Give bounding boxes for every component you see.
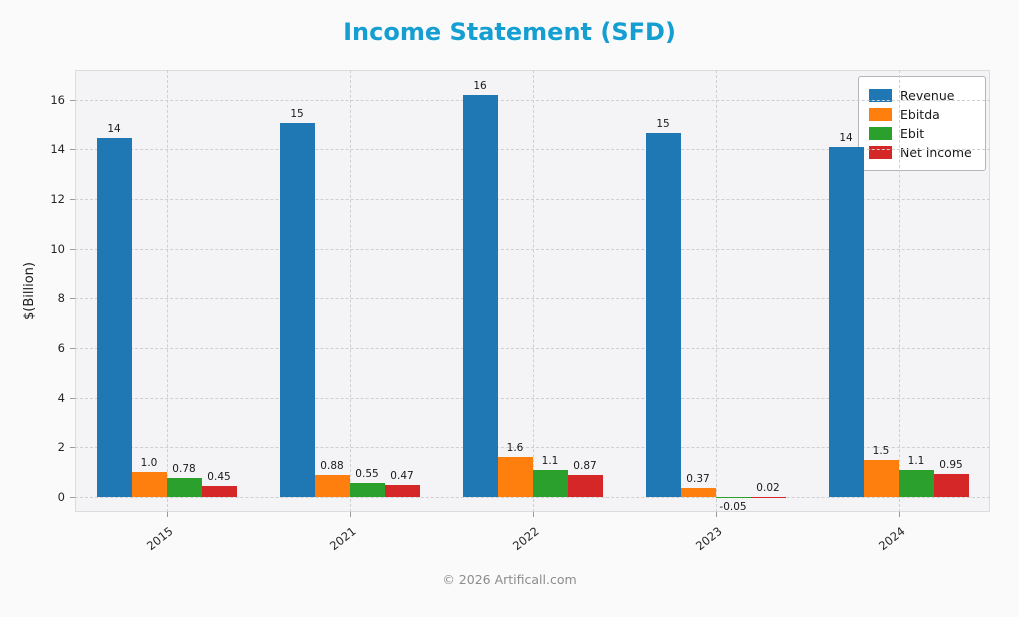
- y-tick-label: 12: [50, 192, 65, 207]
- y-tick-label: 16: [50, 92, 65, 107]
- bar-value-label: 15: [290, 108, 304, 121]
- bar-value-label: 15: [656, 118, 670, 131]
- chart-title: Income Statement (SFD): [343, 18, 676, 46]
- legend-item: Ebit: [869, 125, 975, 141]
- bar-value-label: 0.37: [686, 472, 710, 485]
- legend-label: Ebitda: [900, 106, 940, 122]
- y-tick-label: 10: [50, 241, 65, 256]
- legend-swatch-icon: [869, 126, 892, 140]
- bar-value-label: 0.55: [355, 468, 379, 481]
- y-tick-mark: [70, 298, 75, 300]
- bar-ebit-2015: [166, 477, 202, 498]
- bar-ebitda-2015: [131, 472, 167, 498]
- legend-item: Revenue: [869, 87, 975, 103]
- y-tick-label: 4: [57, 390, 65, 405]
- bar-value-label: 1.5: [872, 444, 890, 457]
- bar-value-label: 1.1: [541, 454, 559, 467]
- bar-value-label: 0.87: [573, 460, 597, 473]
- y-tick-mark: [70, 397, 75, 399]
- legend-swatch-icon: [869, 107, 892, 121]
- bar-value-label: 0.45: [207, 470, 231, 483]
- bar-ebit-2021: [349, 483, 385, 498]
- bar-net-income-2023: [750, 496, 786, 498]
- bar-value-label: 0.47: [390, 470, 414, 483]
- y-tick-label: 2: [57, 440, 65, 455]
- bar-value-label: 0.88: [320, 460, 344, 473]
- bar-value-label: 1.6: [506, 442, 524, 455]
- gridline-vertical: [166, 70, 168, 512]
- y-tick-label: 8: [57, 291, 65, 306]
- bar-value-label: -0.05: [719, 501, 747, 514]
- y-tick-mark: [70, 248, 75, 250]
- legend-item: Net income: [869, 144, 975, 160]
- x-tick-mark: [166, 512, 168, 517]
- bar-ebitda-2023: [680, 487, 716, 498]
- bar-value-label: 0.95: [939, 458, 963, 471]
- y-tick-mark: [70, 199, 75, 201]
- y-tick-mark: [70, 348, 75, 350]
- bar-value-label: 1.1: [907, 454, 925, 467]
- legend: Revenue Ebitda Ebit Net income: [858, 76, 986, 171]
- gridline-vertical: [898, 70, 900, 512]
- gridline-vertical: [715, 70, 717, 512]
- y-tick-mark: [70, 447, 75, 449]
- bar-ebit-2022: [532, 469, 568, 498]
- footer-credit: © 2026 Artificall.com: [442, 572, 577, 587]
- legend-label: Ebit: [900, 125, 925, 141]
- bar-value-label: 14: [839, 131, 853, 144]
- bar-revenue-2023: [645, 133, 681, 498]
- bar-ebit-2024: [898, 469, 934, 498]
- bar-revenue-2022: [462, 94, 498, 498]
- bar-value-label: 0.78: [172, 462, 196, 475]
- legend-swatch-icon: [869, 145, 892, 159]
- y-tick-label: 0: [57, 490, 65, 505]
- bar-ebitda-2024: [863, 459, 899, 498]
- bar-value-label: 14: [107, 123, 121, 136]
- y-tick-mark: [70, 497, 75, 499]
- legend-label: Revenue: [900, 87, 955, 103]
- bar-revenue-2021: [279, 123, 315, 498]
- bar-net-income-2015: [201, 485, 237, 498]
- y-tick-mark: [70, 149, 75, 151]
- bar-ebit-2023: [715, 497, 751, 499]
- y-tick-label: 6: [57, 341, 65, 356]
- x-tick-mark: [349, 512, 351, 517]
- x-tick-mark: [715, 512, 717, 517]
- bar-net-income-2021: [384, 485, 420, 498]
- x-tick-mark: [898, 512, 900, 517]
- legend-swatch-icon: [869, 88, 892, 102]
- bar-value-label: 1.0: [140, 457, 158, 470]
- y-tick-label: 14: [50, 142, 65, 157]
- legend-label: Net income: [900, 144, 972, 160]
- bar-revenue-2024: [828, 146, 864, 498]
- gridline-vertical: [532, 70, 534, 512]
- y-tick-mark: [70, 99, 75, 101]
- x-tick-mark: [532, 512, 534, 517]
- bar-value-label: 0.02: [756, 481, 780, 494]
- bar-ebitda-2022: [497, 457, 533, 498]
- bar-net-income-2022: [567, 475, 603, 498]
- legend-item: Ebitda: [869, 106, 975, 122]
- bar-value-label: 16: [473, 79, 487, 92]
- bar-ebitda-2021: [314, 475, 350, 498]
- bar-revenue-2015: [96, 138, 132, 498]
- gridline-vertical: [349, 70, 351, 512]
- bar-net-income-2024: [933, 473, 969, 498]
